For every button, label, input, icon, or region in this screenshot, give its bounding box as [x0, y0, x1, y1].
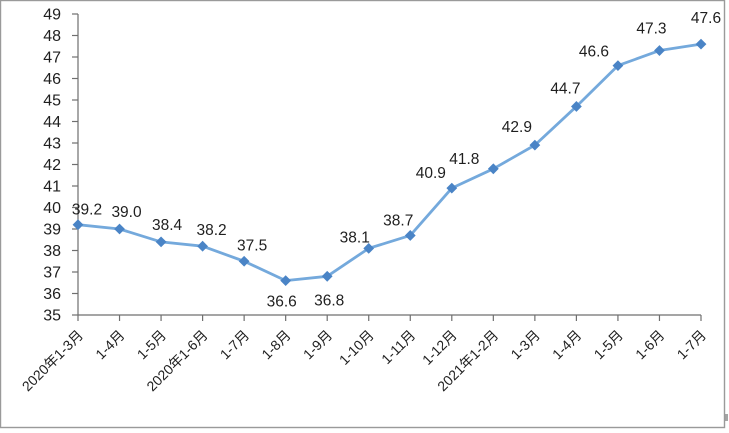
y-tick-label: 38 — [43, 243, 61, 260]
y-tick-label: 43 — [43, 136, 61, 153]
data-point-marker — [197, 240, 208, 252]
data-label: 40.9 — [416, 165, 446, 182]
data-label: 44.7 — [550, 80, 580, 97]
y-tick-label: 45 — [43, 93, 61, 110]
y-tick-label: 35 — [43, 308, 61, 325]
y-axis: 35 36 37 38 39 40 41 42 43 44 45 46 47 48 49 — [43, 7, 79, 325]
series-line — [76, 42, 703, 283]
y-tick-label: 37 — [43, 265, 61, 282]
data-point-marker — [695, 38, 707, 50]
data-point-marker — [321, 270, 333, 282]
data-label: 46.6 — [579, 44, 609, 61]
data-label: 41.8 — [449, 151, 479, 168]
y-tick-label: 41 — [43, 179, 61, 196]
y-tick-label: 48 — [43, 28, 61, 45]
data-point-marker — [612, 60, 624, 71]
data-label: 36.6 — [267, 294, 297, 311]
data-label: 39.0 — [111, 204, 142, 221]
y-tick-label: 39 — [43, 222, 61, 239]
data-point-marker — [529, 139, 541, 151]
data-label: 47.3 — [636, 21, 666, 38]
data-label: 42.9 — [502, 119, 532, 136]
data-label: 38.2 — [197, 222, 227, 239]
data-point-marker — [446, 182, 458, 194]
data-point-marker — [72, 219, 84, 231]
data-point-marker — [363, 242, 375, 254]
data-point-marker — [114, 223, 125, 235]
data-point-marker — [571, 101, 582, 112]
y-tick-label: 44 — [43, 114, 61, 131]
resize-handle-artifact — [725, 414, 728, 421]
y-tick-label: 42 — [43, 157, 61, 174]
data-label: 39.2 — [72, 202, 102, 219]
data-label: 38.4 — [152, 217, 183, 234]
data-labels: 39.2 39.0 38.4 38.2 37.5 36.6 36.8 38.1 38.7 40.9… — [72, 10, 721, 311]
data-point-marker — [487, 163, 499, 175]
y-tick-label: 49 — [43, 7, 61, 24]
series-markers — [72, 38, 707, 286]
data-point-marker — [238, 255, 250, 267]
data-point-marker — [404, 230, 416, 241]
data-label: 36.8 — [314, 292, 344, 309]
data-label: 37.5 — [237, 237, 267, 254]
y-tick-label: 47 — [43, 50, 61, 67]
y-tick-label: 40 — [43, 200, 61, 217]
data-label: 38.1 — [340, 229, 370, 246]
data-point-marker — [654, 45, 665, 56]
data-label: 47.6 — [691, 10, 721, 27]
data-label: 38.7 — [383, 212, 413, 229]
y-tick-label: 46 — [43, 71, 61, 88]
data-point-marker — [280, 275, 292, 286]
data-point-marker — [155, 236, 167, 248]
y-tick-label: 36 — [43, 286, 61, 303]
